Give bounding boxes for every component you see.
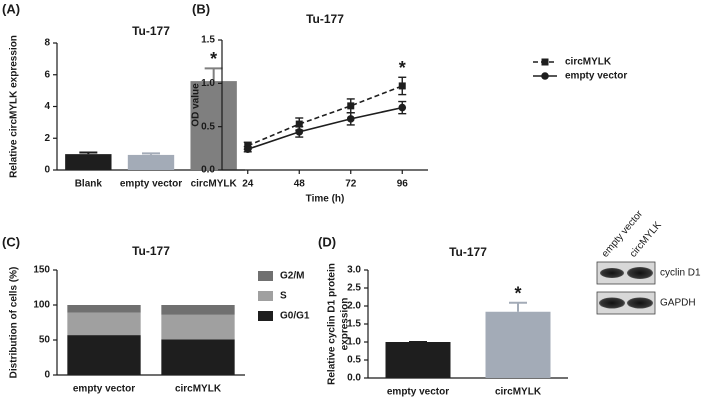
- y-tick-label: 1.5: [347, 319, 361, 330]
- x-tick-label: circMYLK: [175, 384, 222, 395]
- legend-swatch: [258, 291, 273, 301]
- y-tick-label: 0.5: [201, 121, 215, 132]
- y-tick-label: 50: [39, 335, 51, 346]
- bar: [190, 81, 237, 170]
- legend-label: G2/M: [280, 271, 304, 282]
- legend-label: G0/G1: [280, 311, 310, 322]
- y-tick-label: 2.0: [347, 301, 361, 312]
- marker: [243, 145, 252, 153]
- blot-band: [627, 267, 653, 279]
- y-tick-label: 100: [33, 300, 50, 311]
- y-tick-label: 3.0: [347, 265, 361, 276]
- bar: [127, 154, 175, 170]
- y-tick-label: 0: [44, 370, 50, 381]
- y-tick-label: 150: [33, 265, 50, 276]
- y-axis-label: expression: [340, 298, 351, 351]
- bar-segment: [161, 305, 235, 315]
- marker: [295, 128, 304, 136]
- marker: [347, 102, 355, 110]
- marker: [346, 115, 355, 123]
- legend-swatch: [258, 311, 273, 321]
- y-tick-label: 0.0: [201, 165, 215, 176]
- x-tick-label: 72: [345, 179, 357, 190]
- line: [247, 106, 403, 150]
- bar-segment: [161, 314, 235, 340]
- chart-title: Tu-177: [449, 245, 487, 259]
- y-tick-label: 0.0: [347, 373, 361, 384]
- bar: [65, 154, 112, 170]
- bar-segment: [67, 312, 141, 336]
- marker: [295, 120, 303, 128]
- panel-label: (D): [318, 234, 336, 249]
- bar-segment: [161, 339, 235, 375]
- band-label: GAPDH: [660, 298, 696, 309]
- x-tick-label: 48: [294, 179, 306, 190]
- marker: [398, 82, 406, 90]
- bar-segment: [67, 305, 141, 313]
- legend-marker: [541, 58, 549, 66]
- annotation: *: [210, 49, 217, 69]
- blot-band: [600, 268, 624, 278]
- y-axis-label: Relative cyclin D1 protein: [327, 263, 338, 385]
- legend-label: S: [280, 291, 287, 302]
- y-tick-label: 1.0: [201, 78, 215, 89]
- panel-label: (C): [2, 234, 20, 249]
- bar: [385, 342, 451, 378]
- y-tick-label: 1.0: [347, 337, 361, 348]
- y-tick-label: 4: [44, 101, 50, 112]
- x-tick-label: circMYLK: [495, 387, 542, 398]
- chart-title: Tu-177: [132, 244, 170, 258]
- x-tick-label: empty vector: [387, 387, 449, 398]
- y-tick-label: 1.5: [201, 35, 215, 46]
- annotation: *: [514, 284, 521, 304]
- y-axis-label: OD value: [191, 83, 202, 127]
- y-tick-label: 2.5: [347, 283, 361, 294]
- panel-label: (A): [2, 1, 20, 16]
- x-tick-label: 96: [397, 179, 409, 190]
- legend-label: circMYLK: [565, 57, 612, 68]
- y-axis-label: Relative circMYLK expression: [9, 35, 20, 178]
- band-label: cyclin D1: [660, 268, 701, 279]
- chart-title: Tu-177: [306, 12, 344, 26]
- chart-title: Tu-177: [132, 24, 170, 38]
- legend-marker: [541, 72, 549, 80]
- y-tick-label: 8: [44, 38, 50, 49]
- y-tick-label: 0: [44, 165, 50, 176]
- blot-band: [599, 297, 625, 309]
- bar: [485, 311, 551, 378]
- western-blot: empty vector circMYLK cyclin D1 GAPDH: [596, 208, 701, 315]
- y-tick-label: 6: [44, 69, 50, 80]
- bar-segment: [67, 335, 141, 375]
- annotation: *: [399, 58, 406, 78]
- y-tick-label: 0.5: [347, 355, 361, 366]
- legend-label: empty vector: [565, 71, 627, 82]
- y-tick-label: 2: [44, 133, 50, 144]
- line: [247, 85, 403, 147]
- y-axis-label: Distribution of cells (%): [9, 267, 20, 379]
- blot-frame: [596, 291, 656, 315]
- legend-swatch: [258, 271, 273, 281]
- x-tick-label: empty vector: [73, 384, 135, 395]
- x-axis-label: Time (h): [306, 194, 345, 205]
- panel-label: (B): [192, 1, 210, 16]
- marker: [398, 103, 407, 112]
- x-tick-label: Blank: [75, 179, 103, 190]
- x-tick-label: circMYLK: [191, 179, 238, 190]
- blot-band: [627, 297, 653, 309]
- x-tick-label: empty vector: [120, 179, 182, 190]
- x-tick-label: 24: [242, 179, 254, 190]
